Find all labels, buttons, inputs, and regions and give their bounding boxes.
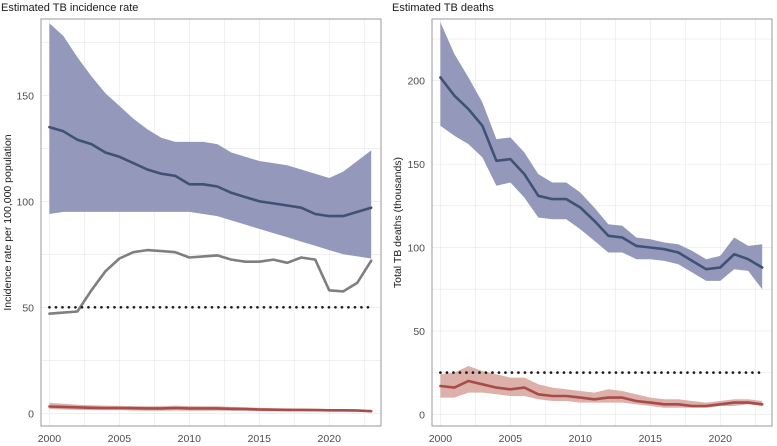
y-tick-label: 150: [407, 159, 425, 171]
y-tick-label: 150: [16, 90, 34, 102]
y-tick-label: 50: [22, 302, 34, 314]
x-tick-label: 2010: [178, 433, 202, 445]
uncertainty-band: [440, 22, 763, 290]
y-tick-label: 50: [413, 326, 425, 338]
series-line: [48, 125, 373, 218]
x-tick-label: 2010: [569, 433, 593, 445]
incidence-chart-title: Estimated TB incidence rate: [1, 2, 138, 14]
deaths-chart: Estimated TB deaths 2000 2005 2010 2015 2020…: [392, 2, 773, 445]
y-axis-title: Total TB deaths (thousands): [392, 157, 404, 288]
x-tick-label: 2015: [639, 433, 663, 445]
y-tick-label: 0: [28, 408, 34, 420]
deaths-chart-title: Estimated TB deaths: [392, 2, 494, 14]
x-tick-label: 2000: [38, 433, 62, 445]
x-tick-label: 2020: [709, 433, 733, 445]
plot-frame: [431, 18, 773, 427]
incidence-chart: Estimated TB incidence rate 2000 2005 2010…: [1, 2, 382, 445]
series-line: [439, 76, 764, 271]
uncertainty-band: [49, 23, 372, 259]
y-axis-title: Incidence rate per 100,000 population: [2, 134, 14, 310]
series-line: [439, 379, 764, 408]
x-tick-label: 2005: [108, 433, 132, 445]
x-tick-label: 2015: [248, 433, 272, 445]
plot-frame: [40, 18, 382, 427]
x-tick-label: 2020: [318, 433, 342, 445]
x-tick-label: 2005: [499, 433, 523, 445]
y-tick-label: 100: [16, 196, 34, 208]
y-tick-label: 100: [407, 243, 425, 255]
series-line: [48, 248, 373, 316]
y-tick-label: 200: [407, 76, 425, 88]
y-tick-label: 0: [419, 409, 425, 421]
series-line: [48, 405, 373, 413]
x-tick-label: 2000: [429, 433, 453, 445]
